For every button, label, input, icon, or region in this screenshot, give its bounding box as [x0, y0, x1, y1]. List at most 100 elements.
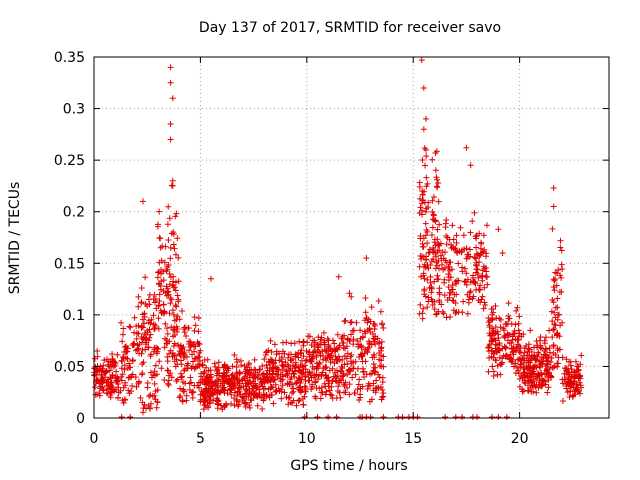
data-point	[156, 281, 163, 288]
data-point	[494, 362, 501, 369]
data-point	[265, 386, 272, 393]
data-point	[357, 327, 364, 334]
data-point	[251, 391, 258, 398]
data-point	[429, 208, 436, 215]
data-point	[195, 353, 202, 360]
data-point	[477, 299, 484, 306]
data-point	[323, 364, 330, 371]
data-point	[475, 274, 482, 281]
data-point	[124, 348, 131, 355]
data-point	[443, 233, 450, 240]
data-point	[457, 224, 464, 231]
data-point	[549, 334, 556, 341]
data-point	[369, 330, 376, 337]
data-point	[191, 314, 198, 321]
data-point	[537, 334, 544, 341]
data-point	[359, 333, 366, 340]
data-point	[281, 363, 288, 370]
data-point	[158, 257, 165, 264]
data-point	[371, 364, 378, 371]
data-point	[416, 210, 423, 217]
data-point	[459, 413, 466, 420]
data-point	[495, 226, 502, 233]
data-point	[115, 381, 122, 388]
data-point	[114, 351, 121, 358]
data-point	[524, 373, 531, 380]
data-point	[183, 392, 190, 399]
data-point	[355, 381, 362, 388]
data-point	[161, 344, 168, 351]
data-point	[426, 285, 433, 292]
y-tick-label: 0.3	[63, 102, 85, 118]
data-point	[436, 221, 443, 228]
data-point	[99, 386, 106, 393]
data-point	[504, 330, 511, 337]
data-point	[153, 350, 160, 357]
data-point	[291, 373, 298, 380]
data-point	[485, 368, 492, 375]
data-point	[578, 352, 585, 359]
data-point	[429, 197, 436, 204]
data-point	[156, 208, 163, 215]
data-point	[450, 307, 457, 314]
data-point	[503, 413, 510, 420]
data-point	[246, 389, 253, 396]
data-point	[440, 255, 447, 262]
data-point	[558, 274, 565, 281]
data-point	[315, 372, 322, 379]
data-point	[455, 260, 462, 267]
data-point	[135, 303, 142, 310]
data-point	[506, 340, 513, 347]
data-point	[309, 381, 316, 388]
data-point	[502, 353, 509, 360]
chart-title: Day 137 of 2017, SRMTID for receiver sav…	[199, 20, 501, 36]
data-point	[486, 341, 493, 348]
data-point	[152, 388, 159, 395]
data-point	[569, 369, 576, 376]
data-point	[550, 350, 557, 357]
data-point	[152, 324, 159, 331]
data-point	[121, 396, 128, 403]
data-point	[167, 79, 174, 86]
data-point	[164, 325, 171, 332]
data-point	[286, 367, 293, 374]
data-point	[323, 347, 330, 354]
data-point	[422, 162, 429, 169]
data-point	[421, 263, 428, 270]
data-point	[238, 357, 245, 364]
data-point	[138, 324, 145, 331]
data-point	[498, 360, 505, 367]
data-point	[138, 334, 145, 341]
data-point	[142, 341, 149, 348]
data-point	[268, 365, 275, 372]
data-point	[453, 280, 460, 287]
data-point	[325, 343, 332, 350]
data-point	[375, 297, 382, 304]
data-point	[325, 383, 332, 390]
data-point	[496, 315, 503, 322]
data-point	[252, 367, 259, 374]
data-point	[349, 374, 356, 381]
data-point	[550, 283, 557, 290]
data-point	[512, 360, 519, 367]
data-point	[356, 397, 363, 404]
data-point	[361, 373, 368, 380]
data-point	[165, 372, 172, 379]
data-point	[512, 370, 519, 377]
data-point	[264, 365, 271, 372]
data-point	[138, 371, 145, 378]
data-point	[355, 343, 362, 350]
data-point	[373, 385, 380, 392]
data-point	[461, 278, 468, 285]
data-point	[480, 305, 487, 312]
data-point	[435, 276, 442, 283]
data-point	[196, 340, 203, 347]
data-point	[529, 365, 536, 372]
data-point	[114, 394, 121, 401]
data-point	[166, 281, 173, 288]
data-point	[417, 252, 424, 259]
data-point	[184, 365, 191, 372]
data-point	[493, 357, 500, 364]
data-point	[201, 380, 208, 387]
data-point	[322, 355, 329, 362]
